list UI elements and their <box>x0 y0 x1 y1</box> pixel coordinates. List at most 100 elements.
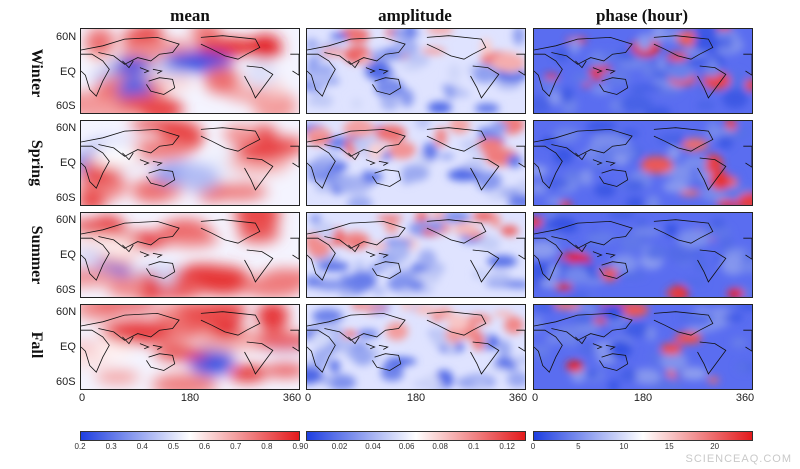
map-phase-fall <box>533 304 753 390</box>
map-field <box>307 29 525 113</box>
watermark: SCIENCEAQ.COM <box>685 453 792 465</box>
column-title-amplitude: amplitude <box>378 6 452 25</box>
coastline <box>378 252 389 258</box>
coastline <box>470 157 500 191</box>
coastline <box>426 127 487 152</box>
coastline <box>81 145 110 189</box>
coastline <box>307 220 406 249</box>
column-title-mean: mean <box>170 6 210 25</box>
colorbar-tick-label: 0.6 <box>199 442 211 451</box>
map-field <box>307 121 525 205</box>
colorbar-tick-label: 0.8 <box>261 442 273 451</box>
map-field <box>81 305 299 389</box>
coastline <box>152 160 163 166</box>
map-field <box>534 213 752 297</box>
map-mean-winter <box>80 28 300 114</box>
coastline <box>372 353 402 371</box>
coastline <box>290 145 299 168</box>
coastline <box>81 36 180 65</box>
lat-label-60n: 60N <box>56 122 77 134</box>
lat-label-eq: EQ <box>60 249 76 261</box>
map-mean-fall <box>80 304 300 390</box>
coastline <box>139 343 150 350</box>
lat-label-60s: 60S <box>56 284 76 296</box>
coastline <box>200 219 261 244</box>
lon-label-0: 0 <box>531 392 539 404</box>
coastline <box>653 219 714 244</box>
lon-label-360: 360 <box>735 392 755 404</box>
coastline <box>290 237 299 260</box>
coastline <box>146 169 176 187</box>
coastline <box>426 35 487 60</box>
coastline <box>244 157 274 191</box>
coastline <box>307 36 406 65</box>
lon-label-360: 360 <box>508 392 528 404</box>
map-field <box>534 305 752 389</box>
lat-label-60s: 60S <box>56 376 76 388</box>
coastline <box>426 219 487 244</box>
coastline <box>152 68 163 74</box>
coastline <box>307 237 336 281</box>
colorbar-tick-label: 5 <box>576 442 581 451</box>
coastline <box>534 329 563 373</box>
coastline <box>470 249 500 283</box>
coastline <box>378 160 389 166</box>
coastline <box>534 128 633 157</box>
lat-label-60s: 60S <box>56 192 76 204</box>
coastline <box>139 251 150 258</box>
map-amplitude-winter <box>306 28 526 114</box>
colorbar-mean <box>80 431 300 441</box>
coastline <box>365 159 376 166</box>
coastline <box>200 35 261 60</box>
coastline <box>307 329 336 373</box>
lon-label-360: 360 <box>282 392 302 404</box>
map-field <box>534 29 752 113</box>
map-field <box>81 29 299 113</box>
row-title-fall: Fall <box>28 331 45 359</box>
map-phase-winter <box>533 28 753 114</box>
coastline <box>378 68 389 74</box>
coastline <box>697 249 727 283</box>
map-amplitude-spring <box>306 120 526 206</box>
coastline <box>534 36 633 65</box>
coastline <box>653 311 714 336</box>
coastline <box>599 261 629 279</box>
coastline <box>599 353 629 371</box>
colorbar-tick-label: 0.08 <box>432 442 448 451</box>
lat-label-eq: EQ <box>60 341 76 353</box>
map-amplitude-summer <box>306 212 526 298</box>
coastline <box>653 35 714 60</box>
coastline <box>516 237 525 260</box>
colorbar-tick-label: 0 <box>530 442 536 451</box>
coastline <box>365 67 376 74</box>
coastline <box>534 312 633 341</box>
coastline <box>307 128 406 157</box>
coastline <box>470 341 500 375</box>
coastline <box>599 169 629 187</box>
coastline <box>139 67 150 74</box>
coastline <box>575 60 587 69</box>
coastline <box>743 145 752 168</box>
coastline <box>743 237 752 260</box>
coastline <box>743 53 752 76</box>
lon-label-180: 180 <box>180 392 200 404</box>
coastline <box>378 344 389 350</box>
coastline <box>81 128 180 157</box>
colorbar-tick-label: 0.4 <box>136 442 148 451</box>
coastline <box>605 344 616 350</box>
coastline <box>575 152 587 161</box>
coastline <box>244 65 274 99</box>
lat-label-eq: EQ <box>60 157 76 169</box>
coastline <box>146 261 176 279</box>
coastline <box>307 145 336 189</box>
coastline <box>575 336 587 345</box>
colorbar-tick-label: 0.7 <box>230 442 242 451</box>
colorbar-phase <box>533 431 753 441</box>
coastline <box>146 353 176 371</box>
map-field <box>307 213 525 297</box>
coastline <box>743 329 752 352</box>
coastline <box>122 60 134 69</box>
coastline <box>81 312 180 341</box>
coastline <box>592 67 603 74</box>
coastline <box>575 244 587 253</box>
